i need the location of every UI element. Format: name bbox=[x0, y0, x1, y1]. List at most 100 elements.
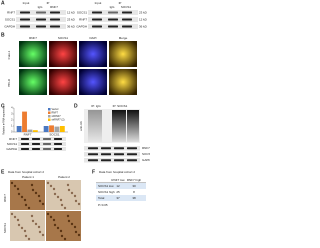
micrograph bbox=[19, 41, 47, 67]
ihc-cell bbox=[10, 181, 14, 185]
ihc-cell bbox=[37, 194, 41, 198]
micrograph bbox=[49, 41, 77, 67]
ihc-cell bbox=[70, 191, 74, 195]
blot-band bbox=[108, 25, 118, 28]
panel-title: Data from hospital cohort 2 bbox=[8, 170, 44, 174]
ihc-cell bbox=[77, 233, 81, 237]
y-tick-label: 4 bbox=[11, 107, 13, 110]
blot-band bbox=[43, 148, 51, 150]
legend-label: Vector bbox=[52, 108, 59, 111]
table-cell: 37 bbox=[116, 196, 120, 200]
ihc-cell bbox=[41, 202, 45, 206]
blot-band bbox=[36, 25, 46, 28]
ihc-cell bbox=[37, 225, 41, 229]
blot-band bbox=[32, 143, 40, 145]
table-header: RNF7 high bbox=[127, 178, 142, 182]
blot-band bbox=[21, 148, 29, 150]
panel-label: D bbox=[74, 103, 78, 109]
ihc-cell bbox=[38, 199, 42, 203]
blot-bg bbox=[84, 152, 140, 157]
ihc-cell bbox=[34, 191, 38, 195]
bar bbox=[43, 126, 49, 132]
header: IP bbox=[47, 1, 50, 5]
blot-band bbox=[20, 11, 30, 14]
table-cell: SOCS1 low bbox=[98, 184, 114, 188]
blot-bg bbox=[18, 147, 66, 151]
blot-bg bbox=[18, 137, 66, 141]
ihc-cell bbox=[49, 215, 53, 219]
micrograph bbox=[19, 69, 47, 95]
blot-band bbox=[114, 153, 124, 156]
size-label: 12 kD bbox=[67, 10, 76, 14]
lane-label: RNF7 bbox=[50, 5, 58, 9]
bar bbox=[54, 126, 60, 132]
ihc-cell bbox=[16, 187, 20, 191]
blot-label: SOCS1 bbox=[5, 17, 16, 21]
blot-label: RNF7 bbox=[142, 146, 150, 150]
panel-label: E bbox=[1, 169, 5, 175]
table-cell: 25 bbox=[116, 190, 120, 194]
y-tick-label: 1 bbox=[11, 125, 13, 128]
ihc-cell bbox=[13, 215, 17, 219]
y-tick-label: 3 bbox=[11, 113, 13, 116]
blot-band bbox=[21, 143, 29, 145]
ub-smear bbox=[112, 110, 126, 142]
blot-label: SOCS1 bbox=[142, 152, 150, 156]
ihc-cell bbox=[77, 202, 81, 206]
ihc-cell bbox=[23, 198, 27, 202]
y-tick-label: 0 bbox=[11, 131, 13, 134]
bar bbox=[22, 111, 27, 132]
size-label: 23 kD bbox=[139, 10, 148, 14]
ihc-cell bbox=[41, 233, 45, 237]
blot-band bbox=[21, 138, 29, 140]
ihc-cell bbox=[52, 187, 56, 191]
ub-smear bbox=[127, 110, 139, 142]
blot-label: GAPDH bbox=[4, 24, 15, 28]
size-label: 12 kD bbox=[139, 17, 148, 21]
blot-label: RNF7 bbox=[79, 17, 87, 21]
lane-label: IgG bbox=[38, 5, 44, 9]
column-label: DAPI bbox=[89, 36, 96, 40]
ihc-cell bbox=[30, 214, 34, 218]
ihc-cell bbox=[31, 188, 35, 192]
panel-label: F bbox=[92, 169, 95, 175]
blot-band bbox=[92, 25, 102, 28]
lane-label: IgG bbox=[110, 5, 116, 9]
table-cell: 8 bbox=[133, 190, 135, 194]
ihc-cell bbox=[53, 223, 57, 227]
column-label: Patient 1 bbox=[22, 175, 34, 179]
bar bbox=[32, 130, 38, 132]
table-row bbox=[96, 195, 146, 201]
legend-swatch bbox=[48, 108, 51, 111]
table-row bbox=[96, 189, 146, 195]
blot-label: GAPDH bbox=[76, 24, 87, 28]
blot-band bbox=[101, 159, 111, 162]
axis-title: Relative mRNA expression bbox=[3, 105, 6, 135]
column-label: SOCS1 bbox=[58, 36, 69, 40]
blot-band bbox=[54, 138, 62, 140]
blot-label: SOCS1 bbox=[77, 10, 88, 14]
blot-label: GAPDH bbox=[6, 147, 17, 151]
ihc-cell bbox=[73, 194, 77, 198]
header: IP bbox=[119, 1, 122, 5]
ihc-image bbox=[10, 180, 45, 210]
blot-bg bbox=[84, 146, 140, 151]
blot-band bbox=[36, 11, 46, 14]
header: Input bbox=[23, 1, 30, 5]
legend-swatch bbox=[48, 115, 51, 118]
blot-band bbox=[122, 25, 132, 28]
bar bbox=[59, 126, 65, 132]
row-label: RNF7 bbox=[3, 194, 7, 202]
blot-band bbox=[114, 159, 124, 162]
panel-label: C bbox=[1, 103, 5, 109]
blot-bg bbox=[84, 158, 140, 163]
ihc-cell bbox=[59, 198, 63, 202]
column-label: Patient 2 bbox=[58, 175, 70, 179]
blot-band bbox=[101, 153, 111, 156]
header: Input bbox=[95, 1, 102, 5]
ihc-cell bbox=[16, 218, 20, 222]
panel-label: B bbox=[1, 32, 5, 38]
ihc-cell bbox=[67, 188, 71, 192]
ihc-cell bbox=[56, 226, 60, 230]
legend-label: RNF7 bbox=[52, 111, 59, 114]
